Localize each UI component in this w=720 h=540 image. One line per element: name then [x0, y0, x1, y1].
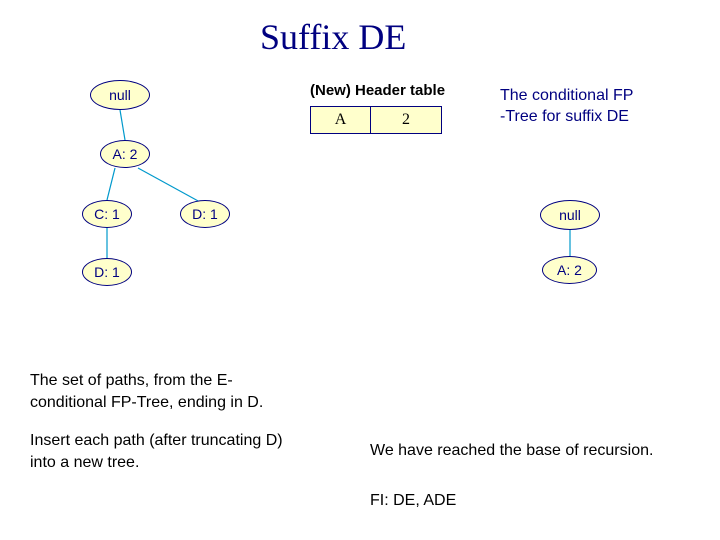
- node-label: A: 2: [113, 146, 138, 162]
- conditional-fp-caption: The conditional FP -Tree for suffix DE: [500, 86, 633, 128]
- text-line: The set of paths, from the E-: [30, 370, 263, 392]
- text-line: Insert each path (after truncating D): [30, 430, 283, 452]
- frequent-itemsets-text: FI: DE, ADE: [370, 490, 456, 512]
- tree-node-a2: A: 2: [100, 140, 150, 168]
- tree-node-d1-bottom: D: 1: [82, 258, 132, 286]
- table-cell-count: 2: [371, 107, 441, 133]
- node-label: D: 1: [94, 264, 120, 280]
- text-line: into a new tree.: [30, 452, 283, 474]
- node-label: null: [109, 87, 131, 103]
- tree-node-d1-right: D: 1: [180, 200, 230, 228]
- caption-line: -Tree for suffix DE: [500, 107, 633, 128]
- header-table: A 2: [310, 106, 442, 134]
- right-tree-node-null: null: [540, 200, 600, 230]
- page-title: Suffix DE: [260, 16, 406, 58]
- paths-description: The set of paths, from the E- conditiona…: [30, 370, 263, 413]
- tree-node-null: null: [90, 80, 150, 110]
- caption-line: The conditional FP: [500, 86, 633, 107]
- insert-description: Insert each path (after truncating D) in…: [30, 430, 283, 473]
- header-table-label: (New) Header table: [310, 82, 445, 99]
- tree-node-c1: C: 1: [82, 200, 132, 228]
- node-label: C: 1: [94, 206, 120, 222]
- node-label: D: 1: [192, 206, 218, 222]
- right-tree-node-a2: A: 2: [542, 256, 597, 284]
- node-label: A: 2: [557, 262, 582, 278]
- node-label: null: [559, 207, 581, 223]
- recursion-base-text: We have reached the base of recursion.: [370, 440, 653, 462]
- text-line: conditional FP-Tree, ending in D.: [30, 392, 263, 414]
- table-cell-item: A: [311, 107, 371, 133]
